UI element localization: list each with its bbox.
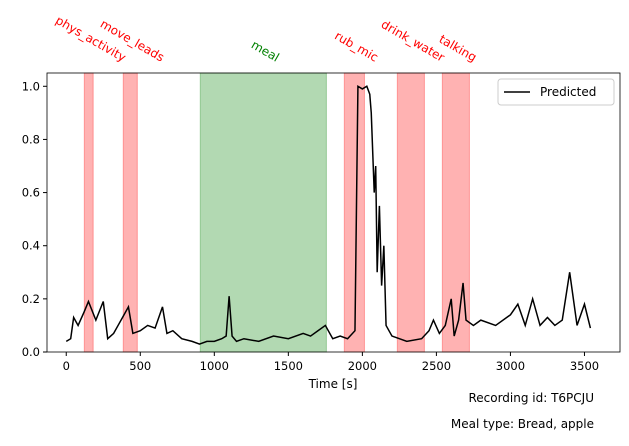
y-tick-label: 0.6 xyxy=(22,186,40,200)
x-axis-label: Time [s] xyxy=(308,377,358,391)
y-tick-label: 0.4 xyxy=(22,239,40,253)
span-label: rub_mic xyxy=(332,29,380,65)
span-label: drink_water xyxy=(379,17,447,64)
highlight-span xyxy=(199,72,327,353)
plot-frame xyxy=(46,72,621,353)
legend: Predicted xyxy=(497,78,615,106)
span-label: meal xyxy=(249,38,282,65)
highlight-span xyxy=(396,72,425,353)
y-tick-label: 0.2 xyxy=(22,292,40,306)
y-tick-label: 0.8 xyxy=(22,132,40,146)
x-tick-label: 500 xyxy=(129,359,151,373)
x-tick-label: 1500 xyxy=(274,359,303,373)
x-tick-label: 3000 xyxy=(496,359,525,373)
line xyxy=(65,84,592,345)
span-label: talking xyxy=(437,32,479,65)
recording-id: Recording id: T6PCJU xyxy=(468,391,594,405)
y-tick-label: 1.0 xyxy=(22,79,40,93)
x-tick-label: 2000 xyxy=(348,359,377,373)
x-tick-label: 3500 xyxy=(570,359,599,373)
legend-box xyxy=(497,78,615,106)
meal-type: Meal type: Bread, apple xyxy=(451,417,594,431)
x-tick-label: 1000 xyxy=(200,359,229,373)
highlight-span xyxy=(122,72,138,353)
y-tick-label: 0.0 xyxy=(22,345,40,359)
x-tick-label: 0 xyxy=(63,359,70,373)
legend-label: Predicted xyxy=(540,85,596,99)
highlight-span xyxy=(343,72,365,353)
x-tick-label: 2500 xyxy=(422,359,451,373)
